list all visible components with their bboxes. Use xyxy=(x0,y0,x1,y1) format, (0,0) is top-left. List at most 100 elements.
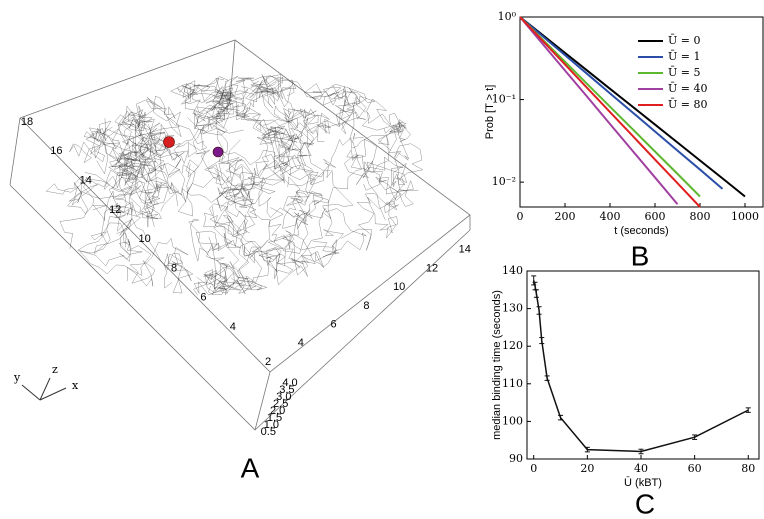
triad-y xyxy=(21,384,41,401)
x-tick-label: 60 xyxy=(688,462,702,475)
series-line xyxy=(519,16,701,208)
filament xyxy=(209,206,268,295)
series-line xyxy=(532,280,749,453)
panel-a-box xyxy=(9,39,471,431)
width-tick-label: 8 xyxy=(363,300,369,312)
filament xyxy=(224,130,295,203)
height-tick-label: 0.5 xyxy=(261,426,276,438)
depth-tick-label: 18 xyxy=(21,116,33,128)
filament xyxy=(134,95,181,160)
width-tick-label: 12 xyxy=(426,262,438,274)
y-tick-label: 120 xyxy=(502,339,523,352)
filament xyxy=(338,90,411,151)
series-line xyxy=(519,16,746,198)
x-axis-label: t (seconds) xyxy=(614,225,668,237)
filament xyxy=(90,128,157,248)
filament-network xyxy=(45,74,424,296)
filament xyxy=(269,194,344,268)
width-tick-label: 6 xyxy=(331,319,337,331)
filament xyxy=(340,172,419,251)
depth-tick-label: 6 xyxy=(200,292,206,304)
y-tick-label: 140 xyxy=(502,264,523,277)
triad-x xyxy=(39,387,67,401)
depth-tick-label: 16 xyxy=(50,145,62,157)
y-axis-label: median binding time (seconds) xyxy=(491,290,503,440)
error-bar xyxy=(692,434,698,440)
filament xyxy=(117,105,181,171)
box-edge xyxy=(254,371,271,431)
depth-tick-label: 8 xyxy=(171,262,177,274)
depth-tick-label: 10 xyxy=(138,233,150,245)
plot-frame xyxy=(519,16,764,208)
error-bar xyxy=(584,446,590,453)
legend-label: Ū = 5 xyxy=(668,66,700,79)
filament xyxy=(188,76,294,151)
filament xyxy=(253,74,367,144)
height-tick-label: 3.0 xyxy=(276,391,291,403)
panel-label: B xyxy=(631,240,650,271)
x-tick-label: 200 xyxy=(555,210,576,223)
legend-label: Ū = 80 xyxy=(668,98,707,111)
height-tick-label: 2.0 xyxy=(270,405,285,417)
filament xyxy=(140,124,199,217)
filament xyxy=(108,97,206,179)
error-bar xyxy=(539,337,545,345)
filament xyxy=(216,130,294,279)
series-line xyxy=(519,16,679,205)
error-bar xyxy=(544,375,550,381)
error-bar xyxy=(536,306,542,315)
width-tick-label: 2 xyxy=(265,356,271,368)
height-tick-label: 1.5 xyxy=(267,412,282,424)
y-tick-label: 10⁻¹ xyxy=(492,93,516,106)
filament xyxy=(177,78,298,130)
error-bar xyxy=(745,407,751,413)
filament xyxy=(236,207,340,276)
filament xyxy=(267,167,386,250)
legend-label: Ū = 0 xyxy=(668,34,700,47)
filament xyxy=(120,143,180,206)
series-line xyxy=(519,16,701,198)
series-line xyxy=(519,16,724,190)
x-tick-label: 400 xyxy=(600,210,621,223)
filament xyxy=(83,118,137,175)
filament xyxy=(188,162,256,262)
triad-z xyxy=(39,377,51,401)
legend-label: Ū = 40 xyxy=(668,82,707,95)
y-tick-label: 110 xyxy=(502,377,523,390)
filament xyxy=(226,103,331,172)
filament xyxy=(109,136,175,212)
box-edge xyxy=(229,39,236,101)
filament xyxy=(122,105,175,157)
depth-tick-label: 14 xyxy=(80,175,92,187)
y-tick-label: 10⁰ xyxy=(498,10,517,23)
x-tick-label: 1000 xyxy=(731,210,759,223)
height-tick-label: 1.0 xyxy=(264,419,279,431)
filament xyxy=(59,172,131,255)
filament xyxy=(258,158,367,286)
y-tick-label: 10⁻² xyxy=(492,175,516,188)
filament xyxy=(181,176,323,229)
filament xyxy=(78,237,189,289)
x-tick-label: 800 xyxy=(690,210,711,223)
y-tick-label: 90 xyxy=(509,452,523,465)
width-tick-label: 10 xyxy=(393,281,405,293)
plot-frame xyxy=(526,270,760,460)
filament xyxy=(176,107,228,158)
filament xyxy=(68,139,144,222)
x-tick-label: 600 xyxy=(645,210,666,223)
error-bar xyxy=(558,414,564,421)
width-tick-label: 4 xyxy=(298,337,304,349)
box-bottom xyxy=(9,184,471,431)
x-tick-label: 80 xyxy=(741,462,755,475)
purple-sphere xyxy=(212,146,224,158)
filament xyxy=(196,75,284,133)
triad-label: y xyxy=(13,371,21,384)
x-tick-label: 0 xyxy=(530,462,537,475)
filament xyxy=(45,178,151,233)
box-edge xyxy=(9,117,21,186)
y-axis-label: Prob [T > t] xyxy=(484,85,496,140)
panel-label: A xyxy=(241,452,260,483)
filament xyxy=(182,158,276,219)
y-tick-label: 130 xyxy=(502,302,523,315)
x-tick-label: 20 xyxy=(580,462,594,475)
